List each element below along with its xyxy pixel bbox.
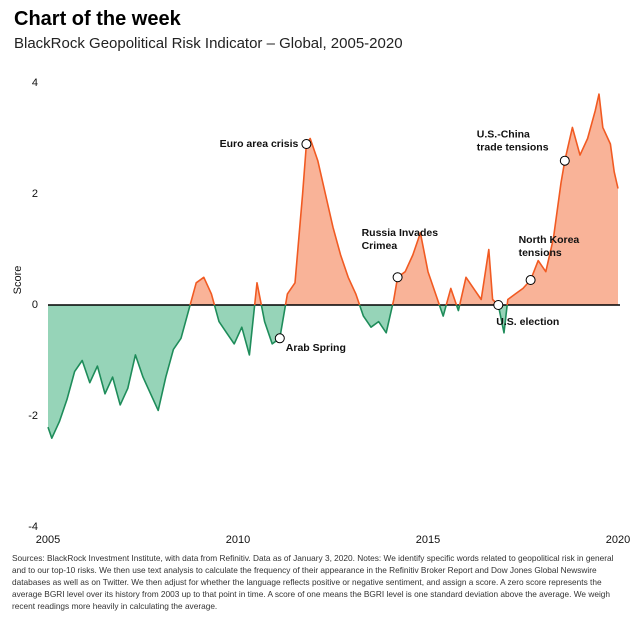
annotation-label: trade tensions <box>477 141 549 153</box>
annotation-marker <box>525 275 536 286</box>
area <box>48 94 618 439</box>
y-tick-label: 0 <box>32 299 38 311</box>
y-tick-label: -2 <box>28 410 38 422</box>
annotation-marker <box>301 139 312 150</box>
line <box>47 93 619 439</box>
y-tick-label: 4 <box>32 77 38 89</box>
y-axis-label: Score <box>12 266 24 295</box>
annotation-label: Crimea <box>362 240 398 252</box>
chart-title: Chart of the week <box>14 8 181 30</box>
annotation-marker <box>493 300 504 310</box>
chart: Score -4 -2 0 2 4 2005 2010 2015 2020 Euro area c… <box>12 77 630 546</box>
chart-subtitle: BlackRock Geopolitical Risk Indicator – … <box>14 35 403 52</box>
annotation-label: tensions <box>519 247 562 259</box>
footnote: Sources: BlackRock Investment Institute,… <box>12 553 614 611</box>
annotation-label: Russia Invades <box>362 227 439 239</box>
annotation-label: U.S.-China <box>477 128 530 140</box>
annotation-marker <box>392 272 403 283</box>
annotation-marker <box>559 155 570 166</box>
x-tick-label: 2015 <box>416 534 440 546</box>
y-tick-label: -4 <box>28 521 38 533</box>
x-tick-label: 2010 <box>226 534 250 546</box>
x-tick-label: 2005 <box>36 534 60 546</box>
annotation-label: U.S. election <box>496 316 559 328</box>
x-tick-label: 2020 <box>606 534 630 546</box>
annotation-label: Euro area crisis <box>220 138 299 150</box>
y-tick-label: 2 <box>32 188 38 200</box>
annotation-label: Arab Spring <box>286 342 346 354</box>
annotation-marker <box>274 333 285 344</box>
annotation-label: North Korea <box>519 234 580 246</box>
